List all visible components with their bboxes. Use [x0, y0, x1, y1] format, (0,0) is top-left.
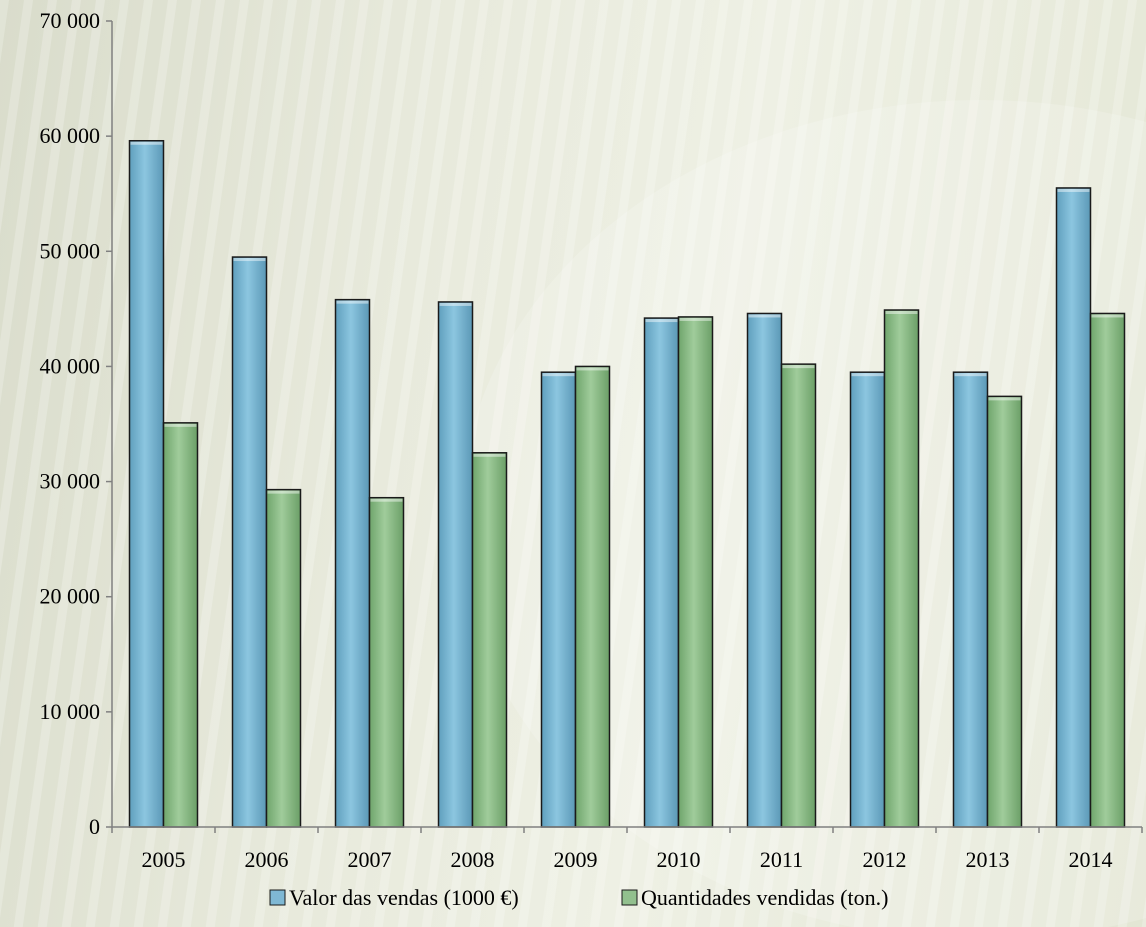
bar	[334, 298, 371, 828]
bar	[849, 371, 886, 828]
bar-highlight	[439, 302, 472, 306]
y-tick-label: 30 000	[40, 469, 101, 494]
x-tick-label: 2014	[1069, 847, 1113, 872]
bar-highlight	[954, 373, 987, 377]
y-tick-label: 20 000	[40, 584, 101, 609]
bar-highlight	[748, 314, 781, 318]
legend-swatch	[269, 889, 286, 906]
legend-item: Valor das vendas (1000 €)	[269, 885, 519, 910]
bar-quantidades-2010	[677, 316, 714, 828]
bar-highlight	[1091, 314, 1124, 318]
bar	[780, 363, 817, 828]
x-tick-label: 2005	[142, 847, 186, 872]
bar	[883, 309, 920, 828]
bar-valor-2010	[643, 317, 680, 828]
legend-swatch	[621, 889, 638, 906]
bar-valor-2014	[1055, 187, 1092, 828]
bar-highlight	[473, 453, 506, 457]
bar-highlight	[542, 373, 575, 377]
bar-quantidades-2009	[574, 365, 611, 828]
bar	[231, 256, 268, 828]
legend-label: Valor das vendas (1000 €)	[289, 885, 519, 910]
bar-highlight	[1057, 188, 1090, 192]
bar	[1089, 312, 1126, 828]
bar-quantidades-2012	[883, 309, 920, 828]
y-tick-label: 70 000	[40, 8, 101, 33]
bar	[952, 371, 989, 828]
bar-highlight	[233, 258, 266, 262]
bar	[540, 371, 577, 828]
bar-highlight	[164, 423, 197, 427]
bar	[1055, 187, 1092, 828]
legend-label: Quantidades vendidas (ton.)	[641, 885, 888, 910]
bar-valor-2005	[128, 139, 165, 828]
bar-valor-2007	[334, 298, 371, 828]
bar-quantidades-2011	[780, 363, 817, 828]
bar	[162, 422, 199, 828]
x-tick-label: 2006	[245, 847, 289, 872]
bar-highlight	[782, 365, 815, 369]
bar-highlight	[851, 373, 884, 377]
x-tick-label: 2008	[451, 847, 495, 872]
bar-quantidades-2005	[162, 422, 199, 828]
bar	[265, 488, 302, 828]
bar-quantidades-2007	[368, 496, 405, 828]
bar-highlight	[679, 317, 712, 321]
bar-highlight	[267, 490, 300, 494]
bar	[128, 139, 165, 828]
bar-valor-2006	[231, 256, 268, 828]
x-tick-label: 2010	[657, 847, 701, 872]
x-tick-label: 2007	[348, 847, 392, 872]
y-tick-label: 0	[89, 814, 100, 839]
bar-quantidades-2013	[986, 395, 1023, 828]
bar-valor-2008	[437, 301, 474, 828]
legend-item: Quantidades vendidas (ton.)	[621, 885, 888, 910]
bar	[437, 301, 474, 828]
bar-highlight	[576, 367, 609, 371]
bar-highlight	[988, 397, 1021, 401]
bar-highlight	[885, 311, 918, 315]
bar-valor-2013	[952, 371, 989, 828]
x-tick-label: 2011	[760, 847, 803, 872]
x-tick-label: 2012	[863, 847, 907, 872]
bar-highlight	[370, 498, 403, 502]
bar-highlight	[130, 141, 163, 145]
bar-highlight	[645, 319, 678, 323]
y-tick-label: 50 000	[40, 238, 101, 263]
bar	[643, 317, 680, 828]
bar-valor-2012	[849, 371, 886, 828]
bar-highlight	[336, 300, 369, 304]
bar-quantidades-2006	[265, 488, 302, 828]
y-tick-label: 10 000	[40, 699, 101, 724]
y-tick-label: 60 000	[40, 123, 101, 148]
bar	[471, 452, 508, 828]
x-tick-label: 2009	[554, 847, 598, 872]
bar	[677, 316, 714, 828]
bar	[986, 395, 1023, 828]
bar-quantidades-2014	[1089, 312, 1126, 828]
bar-quantidades-2008	[471, 452, 508, 828]
bar	[574, 365, 611, 828]
bar	[746, 312, 783, 828]
x-tick-label: 2013	[966, 847, 1010, 872]
bar-valor-2009	[540, 371, 577, 828]
bar	[368, 496, 405, 828]
bar-valor-2011	[746, 312, 783, 828]
y-tick-label: 40 000	[40, 353, 101, 378]
